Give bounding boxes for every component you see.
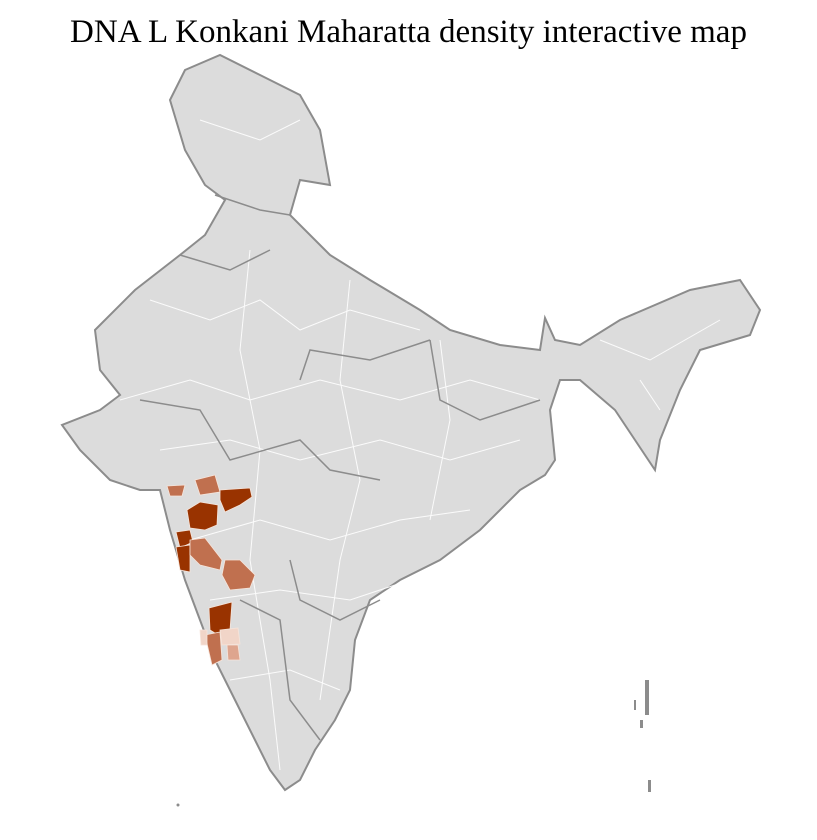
state-borders [139,194,541,741]
lakshadweep-islands [176,803,180,807]
region-very-low[interactable] [199,629,208,646]
region-high[interactable] [175,544,191,573]
andaman-islands [634,680,651,792]
region-high[interactable] [186,501,219,531]
region-medium[interactable] [189,537,223,571]
region-medium[interactable] [204,631,223,666]
india-outline [60,53,762,792]
region-medium[interactable] [221,559,256,591]
map-title: DNA L Konkani Maharatta density interact… [70,14,747,50]
region-high[interactable] [219,487,253,513]
region-medium[interactable] [166,484,186,497]
region-very-low[interactable] [219,627,241,646]
density-regions[interactable] [166,474,256,666]
region-medium[interactable] [194,474,221,496]
region-low[interactable] [226,644,241,661]
